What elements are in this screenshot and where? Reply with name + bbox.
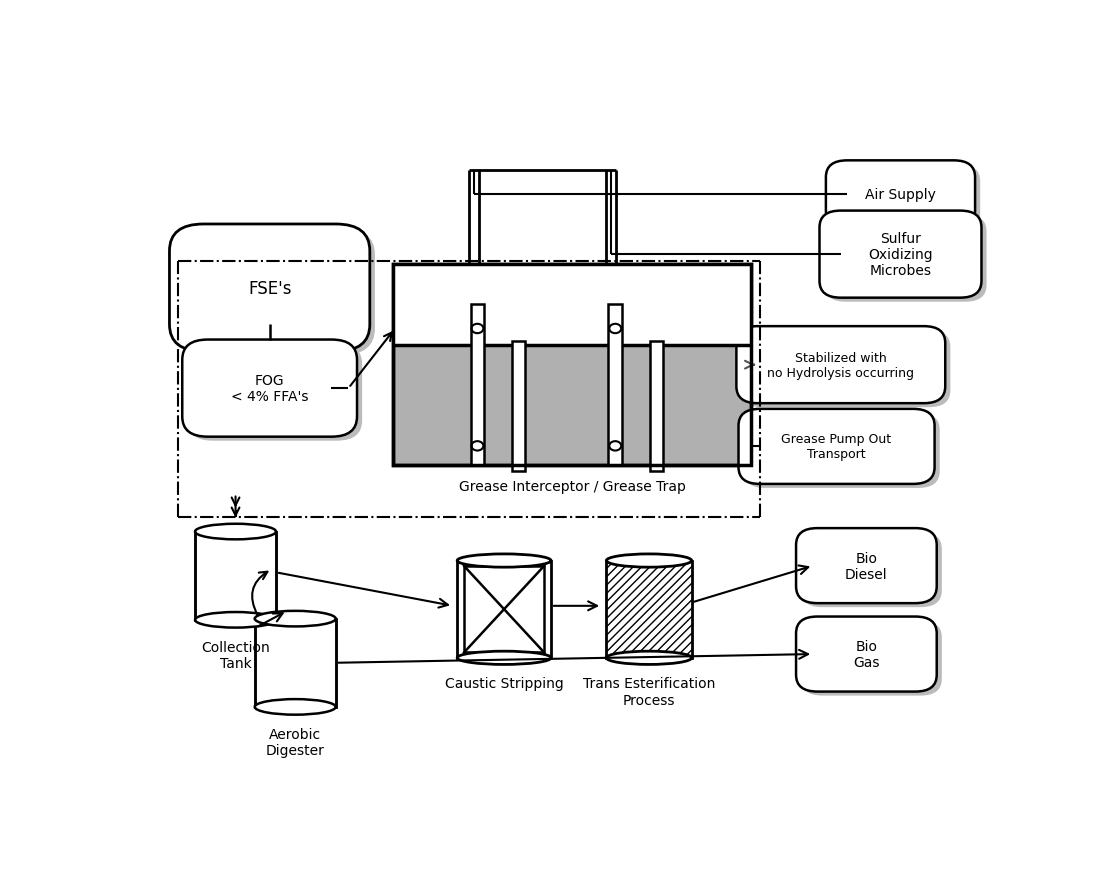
FancyBboxPatch shape	[820, 211, 981, 298]
Ellipse shape	[458, 652, 551, 665]
FancyBboxPatch shape	[796, 617, 937, 692]
Text: Aerobic
Digester: Aerobic Digester	[266, 726, 324, 757]
FancyBboxPatch shape	[738, 409, 935, 484]
FancyBboxPatch shape	[187, 344, 362, 441]
FancyBboxPatch shape	[744, 414, 939, 488]
FancyBboxPatch shape	[169, 225, 370, 352]
Bar	[512, 342, 526, 472]
Text: Caustic Stripping: Caustic Stripping	[444, 677, 563, 691]
FancyBboxPatch shape	[183, 340, 358, 437]
FancyBboxPatch shape	[175, 229, 375, 356]
FancyBboxPatch shape	[826, 161, 975, 228]
Ellipse shape	[458, 554, 551, 567]
Ellipse shape	[606, 652, 692, 665]
FancyBboxPatch shape	[736, 327, 945, 404]
FancyBboxPatch shape	[741, 331, 950, 408]
Bar	[608, 305, 623, 466]
Text: Bio
Gas: Bio Gas	[854, 640, 880, 669]
Bar	[195, 532, 276, 620]
Bar	[464, 567, 544, 653]
Ellipse shape	[195, 524, 276, 540]
Bar	[394, 265, 751, 466]
Text: Air Supply: Air Supply	[865, 188, 936, 202]
Text: Trans Esterification
Process: Trans Esterification Process	[583, 677, 715, 706]
Text: Grease Pump Out
Transport: Grease Pump Out Transport	[781, 433, 892, 461]
Ellipse shape	[195, 613, 276, 628]
FancyBboxPatch shape	[801, 533, 942, 607]
FancyBboxPatch shape	[830, 165, 980, 232]
Bar	[650, 342, 663, 472]
Text: Collection
Tank: Collection Tank	[201, 640, 270, 670]
Bar	[394, 265, 751, 466]
FancyBboxPatch shape	[796, 528, 937, 603]
Text: Stabilized with
no Hydrolysis occurring: Stabilized with no Hydrolysis occurring	[768, 351, 914, 379]
Bar	[606, 561, 692, 658]
Text: FOG
< 4% FFA's: FOG < 4% FFA's	[231, 374, 308, 404]
Text: Sulfur
Oxidizing
Microbes: Sulfur Oxidizing Microbes	[868, 232, 933, 278]
Ellipse shape	[255, 611, 336, 627]
Bar	[458, 561, 551, 658]
Text: Grease Interceptor / Grease Trap: Grease Interceptor / Grease Trap	[459, 479, 685, 493]
Bar	[394, 265, 751, 345]
Ellipse shape	[255, 700, 336, 715]
Bar	[255, 619, 336, 707]
FancyBboxPatch shape	[825, 216, 987, 302]
Ellipse shape	[606, 554, 692, 567]
FancyBboxPatch shape	[801, 620, 942, 696]
Text: Bio
Diesel: Bio Diesel	[845, 551, 888, 581]
Bar	[471, 305, 484, 466]
Text: FSE's: FSE's	[248, 279, 292, 297]
